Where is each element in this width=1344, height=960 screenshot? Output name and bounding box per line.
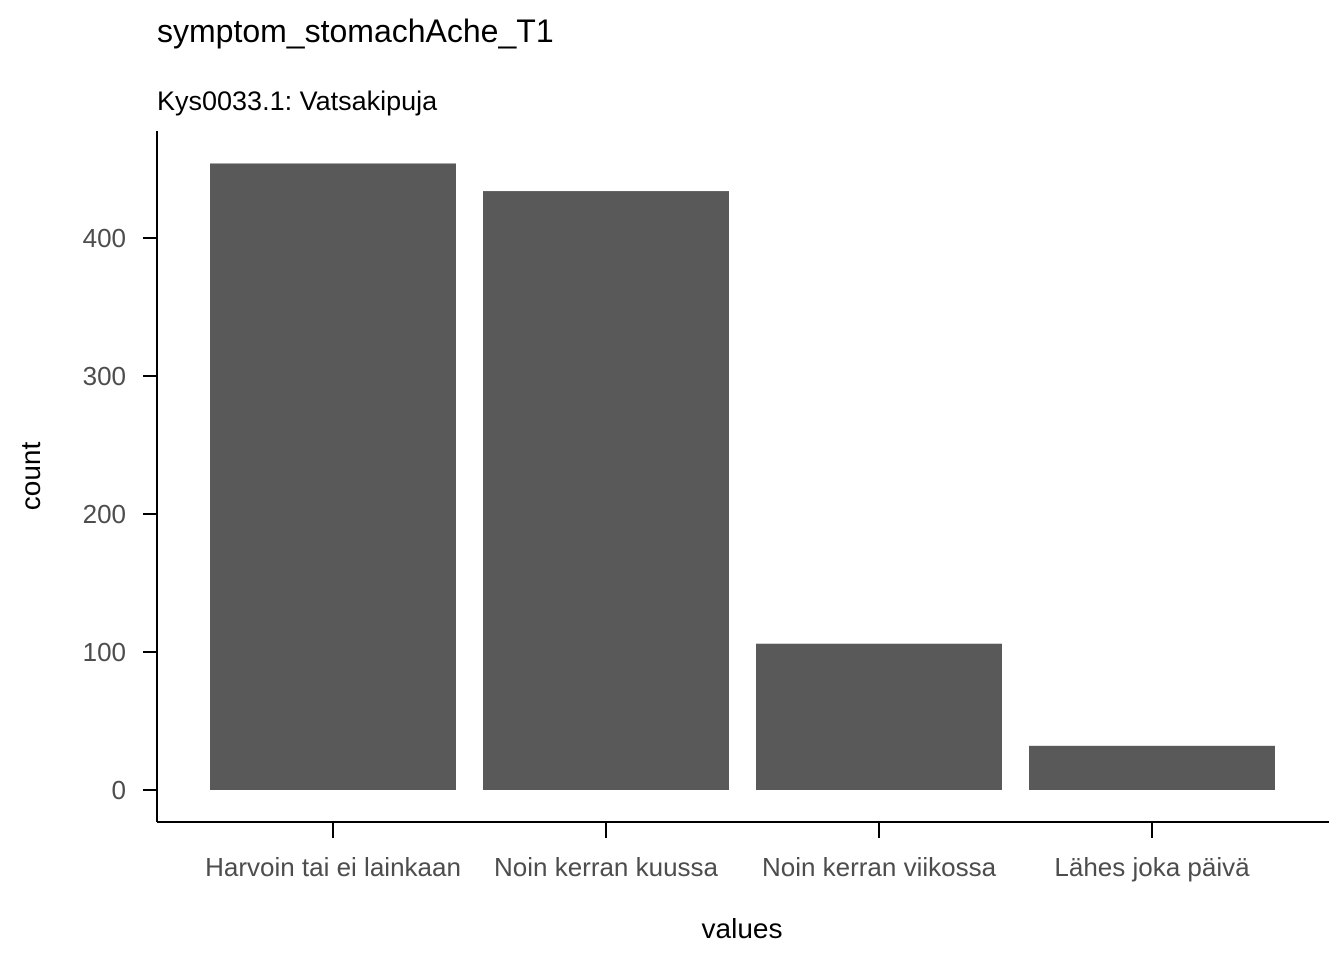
x-tick-label: Harvoin tai ei lainkaan (205, 852, 461, 882)
bar-1 (210, 163, 456, 791)
y-axis-title: count (15, 442, 46, 511)
y-tick-label: 0 (112, 775, 126, 805)
x-tick-label: Lähes joka päivä (1054, 852, 1250, 882)
y-tick-label: 100 (83, 637, 126, 667)
axes-group: 0 100 200 300 400 Harvoin tai ei lainkaan Noin… (83, 131, 1329, 882)
chart-title: symptom_stomachAche_T1 (157, 13, 554, 49)
x-axis-title: values (702, 913, 783, 944)
bar-4 (1029, 745, 1275, 790)
chart-subtitle: Kys0033.1: Vatsakipuja (157, 86, 438, 116)
bar-3 (756, 643, 1002, 790)
y-tick-label: 200 (83, 499, 126, 529)
y-tick-label: 300 (83, 361, 126, 391)
y-tick-label: 400 (83, 223, 126, 253)
x-tick-label: Noin kerran kuussa (494, 852, 719, 882)
bar-2 (483, 191, 729, 790)
x-tick-label: Noin kerran viikossa (762, 852, 997, 882)
bars-group (210, 163, 1275, 791)
